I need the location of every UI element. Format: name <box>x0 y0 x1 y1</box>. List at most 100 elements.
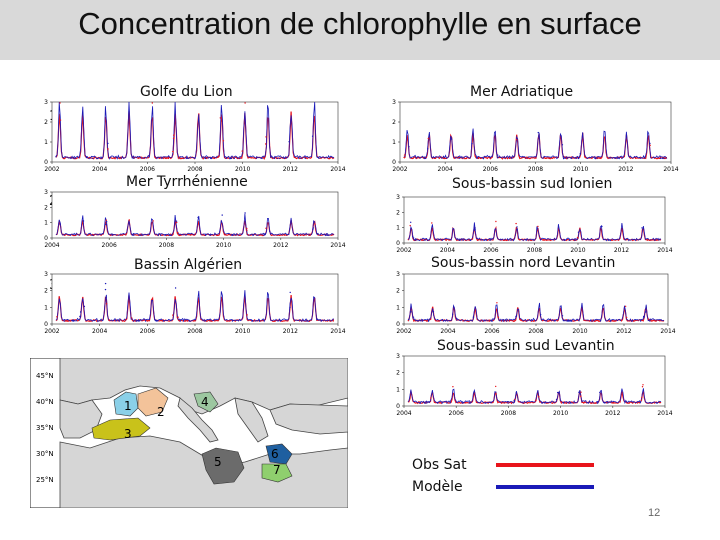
obs-point <box>505 239 508 241</box>
obs-point <box>563 239 566 241</box>
y-tick-label: 3 <box>44 271 48 278</box>
x-tick-label: 2014 <box>657 247 672 254</box>
obs-point <box>329 320 331 322</box>
obs-point <box>93 234 95 236</box>
plot-frame <box>403 196 666 244</box>
x-tick-label: 2008 <box>501 410 516 417</box>
obs-point <box>97 157 99 160</box>
obs-point <box>555 398 558 401</box>
obs-point <box>261 157 263 160</box>
obs-point <box>640 320 642 322</box>
y-tick-label: 1 <box>44 304 48 311</box>
obs-point <box>216 234 218 236</box>
obs-point <box>599 157 601 160</box>
y-tick-label: 0 <box>396 240 400 247</box>
obs-point <box>320 320 322 322</box>
x-tick-label: 2004 <box>440 247 455 254</box>
y-tick-label: 0 <box>396 403 400 410</box>
obs-point <box>224 233 226 235</box>
obs-point <box>661 157 663 160</box>
obs-point <box>104 288 107 291</box>
obs-point <box>206 157 208 160</box>
obs-point <box>222 140 225 142</box>
obs-point <box>205 157 207 160</box>
obs-point <box>279 157 281 160</box>
obs-point <box>131 317 133 319</box>
obs-point <box>452 386 454 388</box>
obs-point <box>557 391 559 394</box>
obs-point <box>157 234 159 236</box>
obs-series-line <box>55 295 335 323</box>
obs-point <box>588 320 591 322</box>
obs-point <box>217 155 220 157</box>
obs-point <box>651 239 653 241</box>
obs-point <box>158 157 160 160</box>
region-6-shape <box>265 443 293 465</box>
obs-point <box>283 234 286 236</box>
y-tick-label: 0 <box>44 321 48 328</box>
obs-point <box>587 402 590 404</box>
obs-point <box>449 402 451 404</box>
lat-label-40: 40°N <box>36 398 54 406</box>
y-tick-label: 3 <box>396 194 400 201</box>
obs-point <box>212 234 214 236</box>
obs-point <box>119 234 122 236</box>
slide-title: Concentration de chlorophylle en surface <box>78 6 642 41</box>
obs-point <box>533 239 535 241</box>
obs-point <box>482 157 485 160</box>
obs-point <box>641 396 643 399</box>
obs-point <box>497 316 500 318</box>
obs-point <box>505 320 507 322</box>
x-tick-label: 2010 <box>570 247 585 254</box>
obs-point <box>500 402 503 404</box>
obs-point <box>244 102 246 104</box>
obs-point <box>132 319 134 321</box>
panel-6-plot: 3 2 1 0 2002 2004 2006 2008 2010 2012 2014 <box>392 271 676 335</box>
obs-point <box>515 316 517 318</box>
obs-point <box>444 157 446 160</box>
model-series-line <box>407 222 662 242</box>
obs-point <box>477 239 479 241</box>
obs-point <box>125 318 127 321</box>
obs-point <box>63 320 65 322</box>
x-tick-label: 2014 <box>660 328 675 335</box>
obs-point <box>586 157 588 160</box>
obs-point <box>545 239 547 241</box>
obs-point <box>209 320 211 322</box>
obs-point <box>516 139 518 141</box>
obs-point <box>474 229 476 231</box>
obs-point <box>611 402 613 404</box>
page-number: 12 <box>648 507 661 519</box>
obs-point <box>424 402 426 404</box>
x-tick-label: 2002 <box>396 328 411 335</box>
panel-6-name: Sous-bassin nord Levantin <box>431 255 616 271</box>
obs-point <box>197 216 199 219</box>
obs-point <box>607 156 609 158</box>
obs-point <box>650 320 652 322</box>
obs-point <box>537 225 539 228</box>
map-region-1-number: 1 <box>124 399 132 413</box>
obs-point <box>173 134 175 136</box>
y-tick-label: 1 <box>396 304 400 311</box>
obs-point <box>519 318 522 321</box>
x-tick-label: 2014 <box>330 242 345 249</box>
obs-point <box>231 320 234 322</box>
obs-point <box>527 157 529 160</box>
x-tick-label: 2010 <box>553 410 568 417</box>
obs-point <box>631 320 633 322</box>
panel-5-plot: 3 2 1 0 2002 2004 2006 2008 2010 2012 2014 <box>392 194 673 254</box>
x-tick-label: 2014 <box>330 166 345 173</box>
obs-point <box>647 318 650 320</box>
obs-point <box>164 157 166 160</box>
obs-point <box>202 157 205 160</box>
obs-point <box>229 320 231 322</box>
obs-point <box>176 221 178 224</box>
obs-point <box>247 234 250 236</box>
obs-point <box>504 157 506 160</box>
obs-point <box>201 234 203 236</box>
x-tick-label: 2006 <box>483 247 498 254</box>
y-tick-label: 1 <box>44 139 48 146</box>
obs-point <box>306 157 308 160</box>
obs-point <box>326 234 329 236</box>
obs-point <box>607 402 609 404</box>
